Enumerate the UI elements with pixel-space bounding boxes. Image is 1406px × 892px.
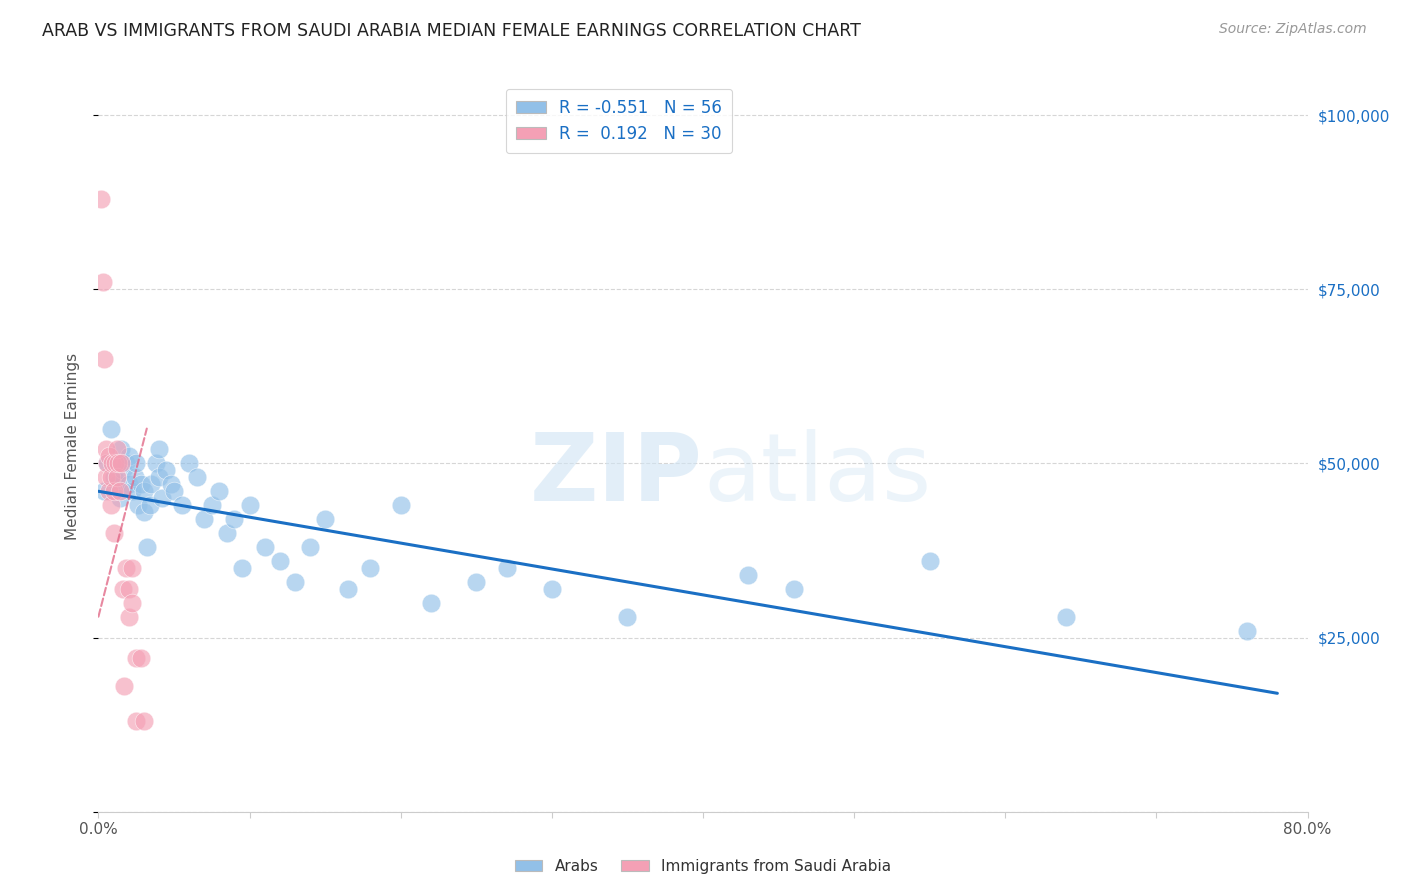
Point bbox=[163, 484, 186, 499]
Point bbox=[96, 457, 118, 471]
Point bbox=[103, 526, 125, 541]
Point bbox=[299, 540, 322, 554]
Point bbox=[91, 275, 114, 289]
Point bbox=[112, 679, 135, 693]
Point bbox=[155, 463, 177, 477]
Point bbox=[125, 651, 148, 665]
Point bbox=[129, 477, 152, 491]
Point bbox=[101, 457, 124, 471]
Point bbox=[108, 491, 131, 506]
Point bbox=[465, 574, 488, 589]
Point bbox=[737, 567, 759, 582]
Point bbox=[110, 457, 132, 471]
Point bbox=[201, 498, 224, 512]
Point bbox=[495, 561, 517, 575]
Point bbox=[103, 470, 125, 484]
Point bbox=[141, 477, 163, 491]
Point bbox=[100, 421, 122, 435]
Point bbox=[150, 491, 173, 506]
Point bbox=[105, 477, 128, 491]
Point bbox=[269, 554, 291, 568]
Text: Source: ZipAtlas.com: Source: ZipAtlas.com bbox=[1219, 22, 1367, 37]
Point bbox=[93, 351, 115, 366]
Point bbox=[148, 470, 170, 484]
Point bbox=[160, 477, 183, 491]
Point bbox=[132, 714, 155, 728]
Point bbox=[616, 609, 638, 624]
Point bbox=[540, 582, 562, 596]
Point bbox=[231, 561, 253, 575]
Y-axis label: Median Female Earnings: Median Female Earnings bbox=[65, 352, 80, 540]
Point bbox=[110, 442, 132, 457]
Point bbox=[127, 498, 149, 512]
Text: ARAB VS IMMIGRANTS FROM SAUDI ARABIA MEDIAN FEMALE EARNINGS CORRELATION CHART: ARAB VS IMMIGRANTS FROM SAUDI ARABIA MED… bbox=[42, 22, 860, 40]
Point bbox=[179, 457, 201, 471]
Point bbox=[125, 457, 148, 471]
Point bbox=[193, 512, 215, 526]
Point bbox=[111, 463, 134, 477]
Point bbox=[104, 457, 127, 471]
Legend: R = -0.551   N = 56, R =  0.192   N = 30: R = -0.551 N = 56, R = 0.192 N = 30 bbox=[506, 88, 733, 153]
Point bbox=[145, 457, 167, 471]
Point bbox=[132, 484, 155, 499]
Point bbox=[284, 574, 307, 589]
Point bbox=[170, 498, 193, 512]
Point bbox=[129, 651, 152, 665]
Point bbox=[360, 561, 382, 575]
Point bbox=[121, 596, 143, 610]
Point bbox=[96, 457, 118, 471]
Point bbox=[100, 470, 122, 484]
Point bbox=[98, 450, 121, 464]
Point bbox=[224, 512, 246, 526]
Point bbox=[135, 540, 157, 554]
Point bbox=[118, 477, 141, 491]
Point bbox=[253, 540, 276, 554]
Point bbox=[1054, 609, 1077, 624]
Point bbox=[121, 484, 143, 499]
Point bbox=[118, 609, 141, 624]
Point bbox=[1236, 624, 1258, 638]
Point bbox=[107, 457, 129, 471]
Point bbox=[105, 470, 128, 484]
Text: ZIP: ZIP bbox=[530, 429, 703, 521]
Point bbox=[208, 484, 231, 499]
Point bbox=[132, 505, 155, 519]
Point bbox=[148, 442, 170, 457]
Point bbox=[118, 582, 141, 596]
Point bbox=[121, 561, 143, 575]
Point bbox=[783, 582, 806, 596]
Point bbox=[118, 450, 141, 464]
Point bbox=[918, 554, 941, 568]
Point bbox=[389, 498, 412, 512]
Point bbox=[114, 561, 136, 575]
Point bbox=[90, 192, 112, 206]
Point bbox=[139, 498, 162, 512]
Point bbox=[94, 470, 117, 484]
Point bbox=[100, 498, 122, 512]
Point bbox=[215, 526, 238, 541]
Point bbox=[124, 470, 146, 484]
Point bbox=[105, 442, 128, 457]
Point bbox=[108, 484, 131, 499]
Point bbox=[111, 582, 134, 596]
Point bbox=[93, 484, 115, 499]
Point bbox=[94, 442, 117, 457]
Point bbox=[114, 457, 136, 471]
Point bbox=[336, 582, 359, 596]
Point bbox=[314, 512, 336, 526]
Point bbox=[239, 498, 262, 512]
Point bbox=[125, 714, 148, 728]
Point bbox=[98, 484, 121, 499]
Legend: Arabs, Immigrants from Saudi Arabia: Arabs, Immigrants from Saudi Arabia bbox=[509, 853, 897, 880]
Point bbox=[103, 484, 125, 499]
Point bbox=[186, 470, 208, 484]
Point bbox=[420, 596, 443, 610]
Text: atlas: atlas bbox=[703, 429, 931, 521]
